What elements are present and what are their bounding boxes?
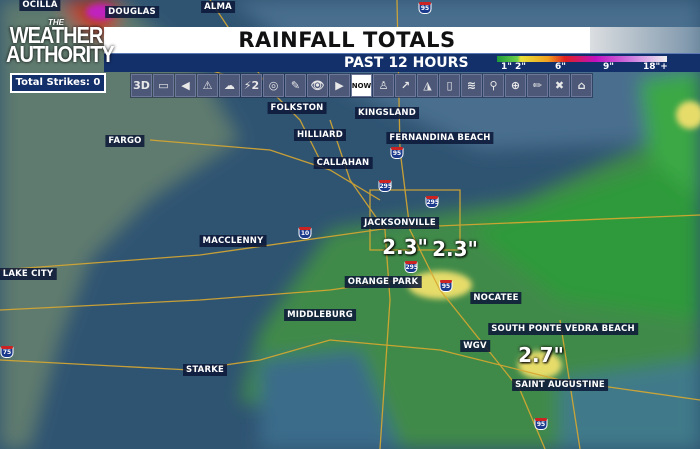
place-label: KINGSLAND [355, 107, 419, 119]
now-label: NOW [351, 81, 372, 90]
place-label: FERNANDINA BEACH [386, 132, 494, 144]
warning-icon: ⚠ [202, 79, 213, 92]
3d-button[interactable]: 3D [131, 74, 152, 97]
pizza-slice-icon: ◮ [423, 79, 432, 92]
interstate-shield: 95 [534, 418, 548, 430]
eye-icon: 👁 [310, 79, 325, 92]
place-label: SAINT AUGUSTINE [512, 379, 608, 391]
legend-label: 9" [603, 62, 614, 72]
toolbar: 3D ▭ ◀ ⚠ ☁ ⚡2 ◎ ✎ 👁 ▶ NOW ♙ ↗ ◮ ▯ ≋ ⚲ ⊕ ✏ ✖ ⌂ [130, 73, 593, 98]
pencil-icon: ✏ [532, 79, 543, 92]
place-label: LAKE CITY [0, 268, 57, 280]
warning-button[interactable]: ⚠ [197, 74, 218, 97]
interstate-shield: 95 [390, 147, 404, 159]
place-label: WGV [460, 340, 490, 352]
place-label: ORANGE PARK [344, 276, 422, 288]
close-icon: ✖ [554, 79, 565, 92]
place-label: JACKSONVILLE [361, 217, 439, 229]
tower-button[interactable]: ♙ [373, 74, 394, 97]
toa-icon: ≋ [466, 79, 477, 92]
rainfall-total: 2.7" [518, 343, 564, 367]
eyedropper-button[interactable]: ✎ [285, 74, 306, 97]
rainfall-total: 2.3" [382, 235, 428, 259]
eyedropper-icon: ✎ [290, 79, 301, 92]
interstate-shield: 295 [425, 196, 439, 208]
storm-cloud-button[interactable]: ☁ [219, 74, 240, 97]
interstate-shield: 295 [378, 180, 392, 192]
interstate-shield: 95 [418, 2, 432, 14]
eye-button[interactable]: 👁 [307, 74, 328, 97]
legend-label: 6" [555, 62, 566, 72]
place-label: FARGO [105, 135, 145, 147]
play-button[interactable]: ▶ [329, 74, 350, 97]
place-label: NOCATEE [470, 292, 522, 304]
rainfall-legend: 1" 2" 6" 9" 18"+ [497, 56, 668, 72]
legend-label: 2" [515, 62, 526, 72]
logo-text: THE [48, 18, 64, 27]
play-icon: ▶ [335, 79, 344, 92]
interstate-shield: 295 [404, 261, 418, 273]
interstate-shield: 75 [0, 346, 14, 358]
place-label: SOUTH PONTE VEDRA BEACH [488, 323, 638, 335]
pizza-slice-button[interactable]: ◮ [417, 74, 438, 97]
legend-color-bar [497, 56, 667, 62]
place-label: ALMA [201, 1, 235, 13]
subtitle-bar: PAST 12 HOURS 1" 2" 6" 9" 18"+ [104, 53, 700, 72]
door-icon: ▯ [446, 79, 453, 92]
close-button[interactable]: ✖ [549, 74, 570, 97]
place-label: STARKE [183, 364, 227, 376]
weather-authority-logo: THE WEATHER AUTHORITY [6, 18, 115, 68]
now-button-button[interactable]: NOW [351, 74, 372, 97]
rainfall-total: 2.3" [432, 237, 478, 261]
logo-text: AUTHORITY [6, 42, 115, 68]
place-label: CALLAHAN [313, 157, 373, 169]
title-banner: RAINFALL TOTALS [104, 27, 590, 53]
home-icon: ⌂ [577, 79, 586, 92]
legend-label: 18"+ [643, 62, 668, 72]
toa-button[interactable]: ≋ [461, 74, 482, 97]
arrows-button[interactable]: ↗ [395, 74, 416, 97]
camera-button[interactable]: ◀ [175, 74, 196, 97]
legend-label: 1" [501, 62, 512, 72]
pencil-button[interactable]: ✏ [527, 74, 548, 97]
subtitle: PAST 12 HOURS [344, 55, 469, 71]
zoom-in-icon: ⊕ [510, 79, 521, 92]
lightning-2-icon: ⚡2 [243, 79, 260, 92]
place-label: MIDDLEBURG [284, 309, 356, 321]
arrows-icon: ↗ [400, 79, 411, 92]
interstate-shield: 10 [298, 227, 312, 239]
home-button[interactable]: ⌂ [571, 74, 592, 97]
lightning-2-button[interactable]: ⚡2 [241, 74, 262, 97]
place-label: OCILLA [19, 0, 61, 11]
monitor-button[interactable]: ▭ [153, 74, 174, 97]
zoom-in-button[interactable]: ⊕ [505, 74, 526, 97]
monitor-icon: ▭ [158, 79, 169, 92]
place-label: FOLKSTON [267, 102, 327, 114]
door-button[interactable]: ▯ [439, 74, 460, 97]
tower-icon: ♙ [378, 79, 389, 92]
total-strikes-box: Total Strikes: 0 [10, 73, 106, 93]
rings-icon: ◎ [268, 79, 279, 92]
page-title: RAINFALL TOTALS [238, 28, 456, 52]
logo-text: WEATHER [9, 23, 104, 49]
storm-cloud-icon: ☁ [224, 79, 235, 92]
3d-icon: 3D [133, 79, 150, 92]
camera-icon: ◀ [181, 79, 190, 92]
banner-tail [576, 27, 700, 53]
place-label: MACCLENNY [199, 235, 267, 247]
rings-button[interactable]: ◎ [263, 74, 284, 97]
map-pin-icon: ⚲ [489, 79, 498, 92]
map-pin-button[interactable]: ⚲ [483, 74, 504, 97]
place-label: HILLIARD [293, 129, 347, 141]
place-label: DOUGLAS [105, 6, 159, 18]
interstate-shield: 95 [439, 280, 453, 292]
